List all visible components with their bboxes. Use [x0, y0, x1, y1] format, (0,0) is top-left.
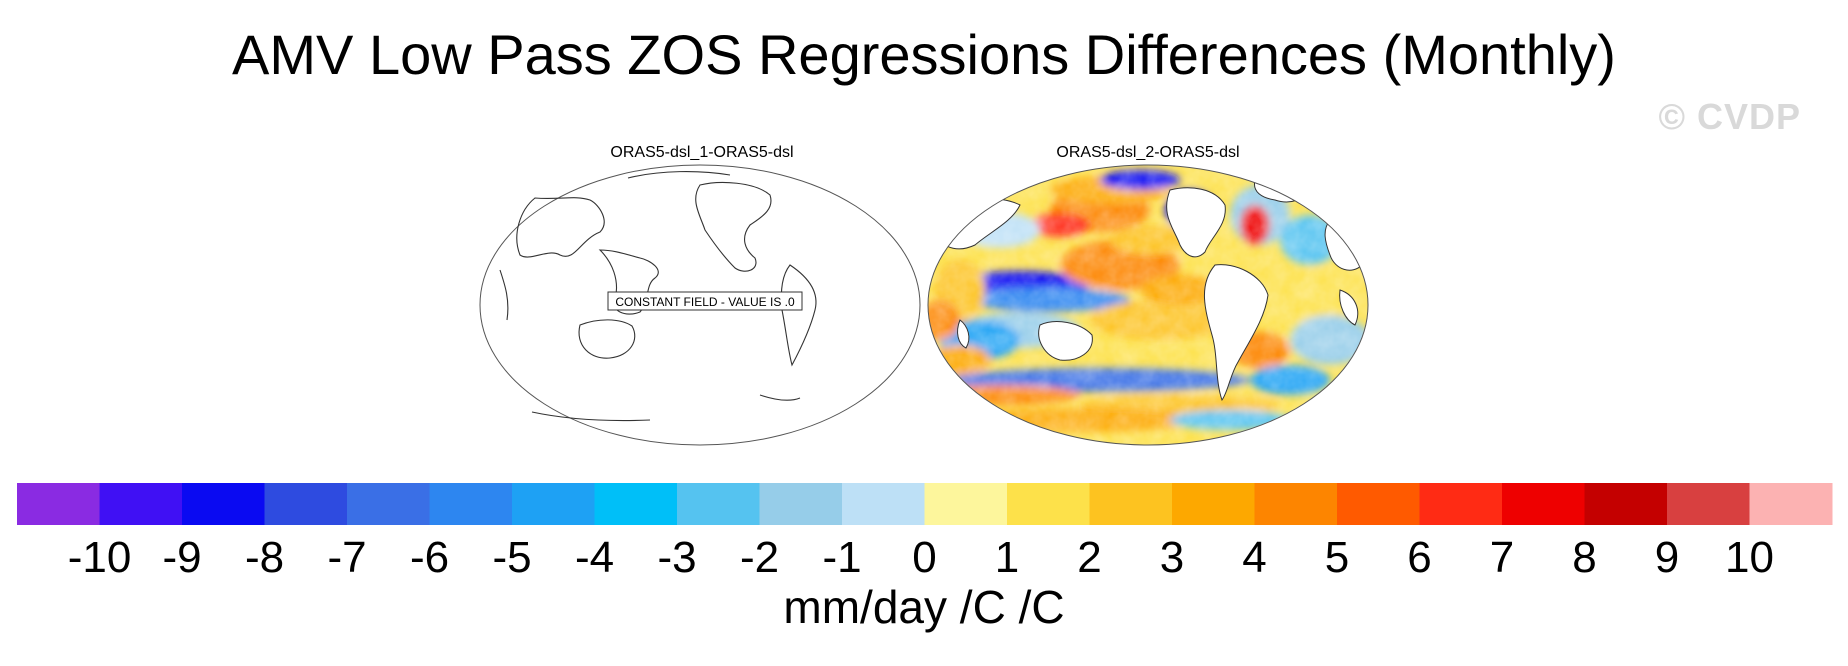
- colorbar-units: mm/day /C /C: [783, 581, 1065, 633]
- cvdp-watermark: © CVDP: [1658, 96, 1801, 137]
- colorbar-tick-label: -10: [68, 533, 132, 582]
- panel-2-map: [927, 164, 1369, 446]
- colorbar-swatch: [842, 483, 925, 525]
- colorbar-tick-label: -5: [492, 533, 531, 582]
- colorbar-swatch: [1584, 483, 1668, 525]
- colorbar-labels: -10 -9 -8 -7 -6 -5 -4 -3 -2 -1 0 1 2 3 4 5 6 7 8 9 10: [68, 533, 1774, 582]
- colorbar-swatch: [1502, 483, 1585, 525]
- colorbar-tick-label: -8: [245, 533, 284, 582]
- colorbar-tick-label: -3: [657, 533, 696, 582]
- colorbar-tick-label: 1: [995, 533, 1019, 582]
- colorbar-swatch: [1089, 483, 1173, 525]
- colorbar-tick-label: -9: [162, 533, 201, 582]
- colorbar-swatch: [1667, 483, 1750, 525]
- colorbar: [17, 483, 1833, 525]
- colorbar-swatch: [924, 483, 1008, 525]
- colorbar-tick-label: -2: [740, 533, 779, 582]
- colorbar-tick-label: -6: [410, 533, 449, 582]
- colorbar-tick-label: 7: [1490, 533, 1514, 582]
- colorbar-swatch: [1254, 483, 1338, 525]
- colorbar-tick-label: -4: [575, 533, 614, 582]
- colorbar-swatch: [512, 483, 595, 525]
- colorbar-swatch: [759, 483, 843, 525]
- colorbar-tick-label: 5: [1325, 533, 1349, 582]
- colorbar-tick-label: -1: [822, 533, 861, 582]
- constant-field-note: CONSTANT FIELD - VALUE IS .0: [615, 295, 795, 309]
- colorbar-tick-label: 4: [1242, 533, 1266, 582]
- colorbar-swatch: [594, 483, 678, 525]
- colorbar-tick-label: 2: [1077, 533, 1101, 582]
- panel-1-map: CONSTANT FIELD - VALUE IS .0: [479, 164, 921, 446]
- constant-field-box: [607, 291, 803, 311]
- colorbar-tick-label: 10: [1725, 533, 1774, 582]
- colorbar-swatch: [182, 483, 265, 525]
- colorbar-swatch: [99, 483, 183, 525]
- panel-1-title: ORAS5-dsl_1-ORAS5-dsl: [610, 144, 794, 161]
- colorbar-swatch: [677, 483, 760, 525]
- colorbar-swatch: [1007, 483, 1090, 525]
- colorbar-swatch: [1172, 483, 1255, 525]
- colorbar-tick-label: 9: [1655, 533, 1679, 582]
- colorbar-swatch: [264, 483, 348, 525]
- colorbar-tick-label: -7: [327, 533, 366, 582]
- colorbar-tick-label: 8: [1572, 533, 1596, 582]
- colorbar-swatch: [429, 483, 513, 525]
- colorbar-tick-label: 6: [1407, 533, 1431, 582]
- panel-2-title: ORAS5-dsl_2-ORAS5-dsl: [1056, 144, 1240, 161]
- colorbar-swatch: [1337, 483, 1420, 525]
- colorbar-tick-label: 0: [912, 533, 936, 582]
- figure-title: AMV Low Pass ZOS Regressions Differences…: [232, 23, 1616, 86]
- colorbar-tick-label: 3: [1160, 533, 1184, 582]
- colorbar-swatch: [1419, 483, 1503, 525]
- colorbar-swatch: [347, 483, 430, 525]
- colorbar-swatch: [1749, 483, 1833, 525]
- colorbar-swatch: [17, 483, 100, 525]
